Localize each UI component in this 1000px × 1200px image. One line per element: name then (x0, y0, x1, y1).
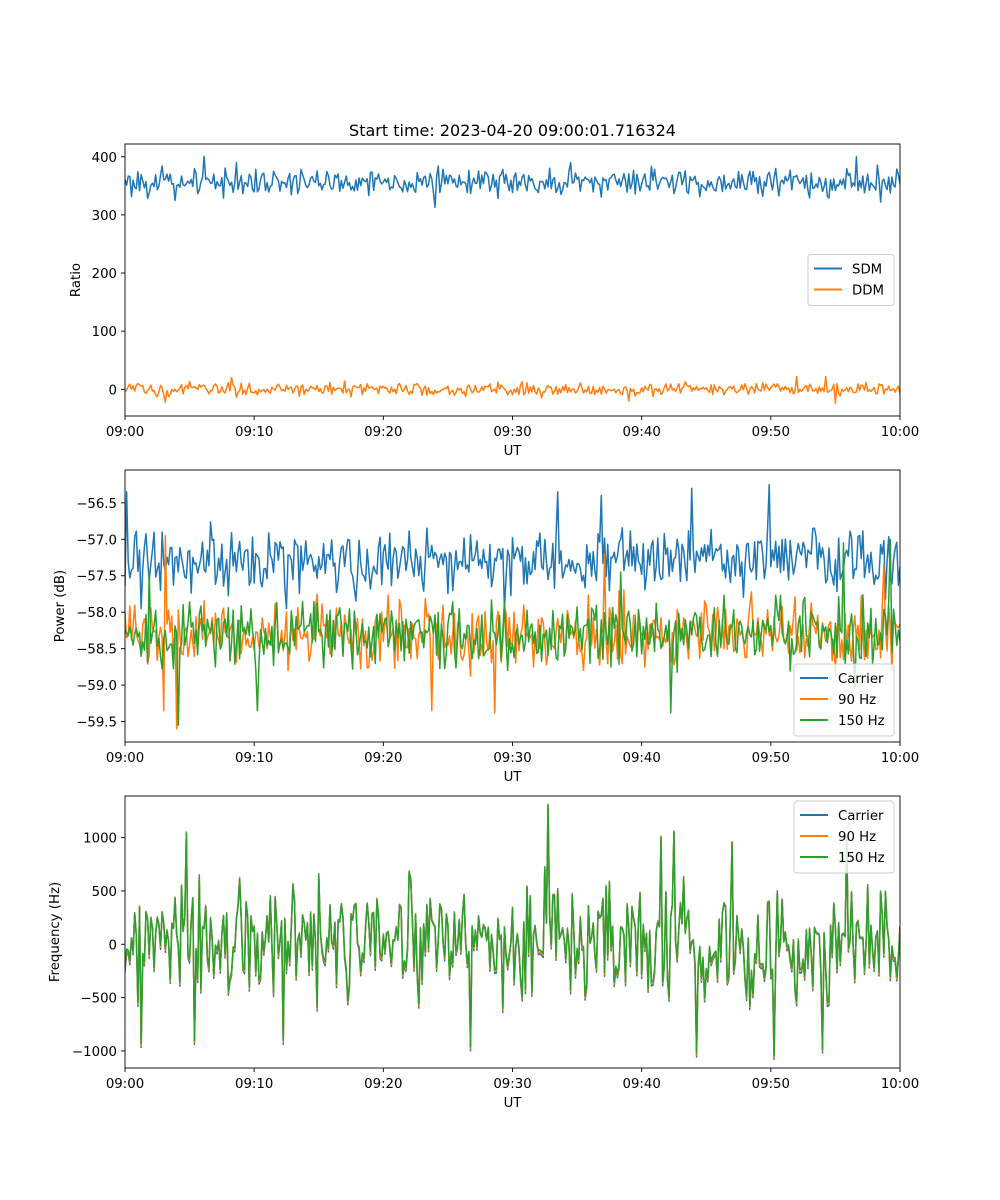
legend-label: 150 Hz (838, 714, 885, 729)
x-axis-label: UT (504, 770, 523, 785)
legend-box (807, 254, 895, 306)
x-tick-label: 09:30 (493, 751, 531, 766)
legend-label: Carrier (838, 809, 884, 824)
panel-3: 09:00 09:10 09:20 09:30 09:40 09:50 10:00 1000 5… (48, 795, 919, 1111)
axes-frame (124, 143, 901, 417)
y-tick-label: 300 (92, 209, 117, 224)
legend-label: 90 Hz (838, 830, 876, 845)
x-tick-label: 09:30 (493, 1077, 531, 1092)
x-tick-label: 09:10 (235, 1077, 273, 1092)
panel-1: 09:00 09:10 09:20 09:30 09:40 09:50 10:00 0 100 2… (69, 143, 919, 459)
x-tick-label: 10:00 (881, 751, 919, 766)
legend: Carrier 90 Hz 150 Hz (793, 663, 895, 737)
legend: Carrier 90 Hz 150 Hz (793, 800, 895, 874)
y-axis-label: Ratio (69, 263, 84, 297)
x-tick-label: 10:00 (881, 425, 919, 440)
y-axis-label: Power (dB) (53, 570, 68, 642)
x-tick-label: 09:50 (752, 751, 790, 766)
y-tick-label: −500 (80, 992, 117, 1007)
x-tick-label: 09:20 (364, 425, 402, 440)
x-tick-label: 09:30 (493, 425, 531, 440)
y-tick-label: −59.0 (76, 679, 117, 694)
y-axis-label: Frequency (Hz) (48, 882, 63, 982)
x-tick-label: 09:10 (235, 751, 273, 766)
x-tick-label: 09:50 (752, 1077, 790, 1092)
x-tick-label: 09:10 (235, 425, 273, 440)
y-tick-label: −1000 (72, 1045, 117, 1060)
x-tick-label: 09:00 (106, 1077, 144, 1092)
x-tick-label: 09:20 (364, 751, 402, 766)
legend-label: 150 Hz (838, 851, 885, 866)
legend-box (793, 800, 895, 874)
series-lines (125, 483, 900, 730)
y-tick-label: 200 (92, 267, 117, 282)
y-tick-label: −57.0 (76, 533, 117, 548)
legend-label: SDM (852, 263, 882, 278)
x-axis-label: UT (504, 444, 523, 459)
series-line-sdm (125, 155, 900, 209)
x-tick-label: 09:00 (106, 751, 144, 766)
legend-label: DDM (852, 284, 884, 299)
y-tick-label: 0 (109, 383, 117, 398)
y-tick-label: −58.5 (76, 643, 117, 658)
legend-label: 90 Hz (838, 693, 876, 708)
x-tick-label: 09:40 (623, 751, 661, 766)
series-lines (125, 803, 900, 1060)
y-tick-label: 500 (92, 885, 117, 900)
series-line-150-hz (125, 538, 900, 726)
legend-box (793, 663, 895, 737)
x-tick-label: 09:40 (623, 425, 661, 440)
series-line-ddm (125, 375, 900, 404)
series-lines (125, 155, 900, 404)
x-tick-label: 09:00 (106, 425, 144, 440)
y-tick-label: −59.5 (76, 716, 117, 731)
x-tick-label: 10:00 (881, 1077, 919, 1092)
series-line-carrier (125, 483, 900, 610)
y-tick-label: 100 (92, 325, 117, 340)
y-tick-label: 400 (92, 151, 117, 166)
y-tick-label: 0 (109, 938, 117, 953)
x-tick-label: 09:40 (623, 1077, 661, 1092)
panel-2: 09:00 09:10 09:20 09:30 09:40 09:50 10:00 −56.5… (53, 469, 919, 785)
x-tick-label: 09:20 (364, 1077, 402, 1092)
legend: SDM DDM (807, 254, 895, 306)
y-tick-label: −57.5 (76, 570, 117, 585)
x-axis-label: UT (504, 1096, 523, 1111)
x-tick-label: 09:50 (752, 425, 790, 440)
y-tick-label: −56.5 (76, 497, 117, 512)
figure-title: Start time: 2023-04-20 09:00:01.716324 (349, 121, 676, 140)
y-tick-label: −58.0 (76, 606, 117, 621)
legend-label: Carrier (838, 672, 884, 687)
y-tick-label: 1000 (83, 832, 117, 847)
series-line-150-hz (125, 804, 900, 1056)
